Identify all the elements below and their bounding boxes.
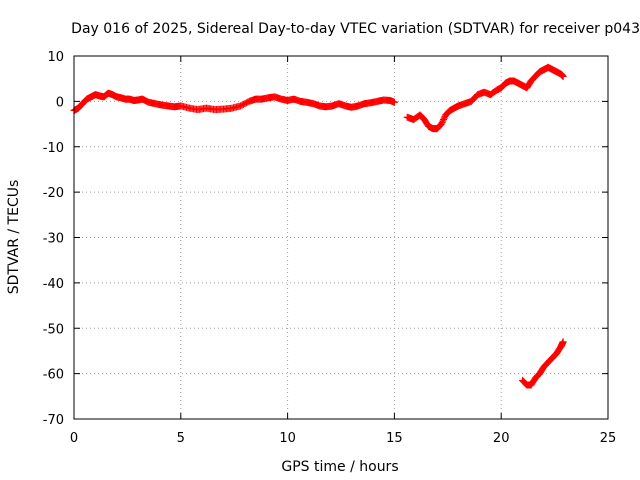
chart-title: Day 016 of 2025, Sidereal Day-to-day VTE… [71, 21, 640, 37]
x-tick-label: 20 [493, 431, 510, 446]
data-point [439, 117, 447, 125]
data-point [559, 72, 567, 80]
data-point [559, 338, 567, 346]
data-point [440, 116, 448, 124]
data-points [70, 63, 567, 389]
x-tick-label: 25 [600, 431, 617, 446]
grid [74, 56, 608, 419]
data-series [519, 338, 567, 389]
y-tick-label: 0 [56, 95, 64, 110]
y-tick-label: -10 [43, 141, 64, 156]
data-series [70, 89, 398, 114]
data-point [390, 98, 398, 106]
y-tick-label: -70 [43, 413, 64, 428]
y-tick-label: -30 [43, 232, 64, 247]
x-tick-label: 10 [279, 431, 296, 446]
y-tick-label: -20 [43, 186, 64, 201]
data-point [437, 120, 445, 128]
y-tick-label: 10 [47, 50, 64, 65]
data-series [403, 63, 567, 133]
x-tick-label: 0 [70, 431, 78, 446]
data-point [438, 119, 446, 127]
data-point [440, 114, 448, 122]
y-tick-label: -40 [43, 277, 64, 292]
x-axis-label: GPS time / hours [281, 459, 398, 475]
x-tick-label: 5 [177, 431, 185, 446]
plot-frame [73, 55, 609, 420]
y-tick-label: -60 [43, 368, 64, 383]
y-axis-label: SDTVAR / TECUs [6, 180, 22, 295]
x-tick-label: 15 [386, 431, 403, 446]
y-tick-label: -50 [43, 322, 64, 337]
